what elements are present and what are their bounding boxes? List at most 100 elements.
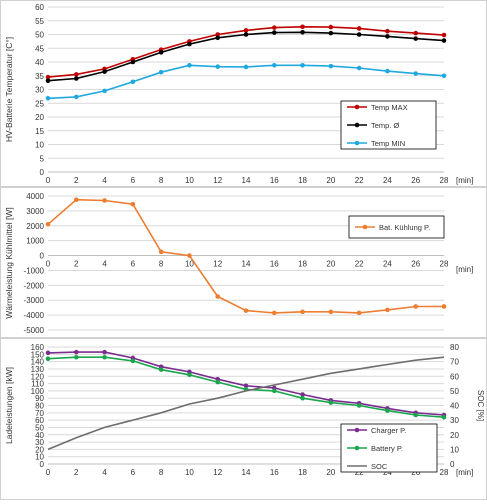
x-unit-label: [min] — [456, 176, 473, 185]
legend-label: SOC — [371, 462, 388, 471]
x-tick-label: 10 — [185, 176, 194, 185]
y-tick-label: 80 — [35, 402, 44, 411]
data-point — [413, 30, 419, 36]
x-tick-label: 6 — [131, 468, 136, 477]
y-tick-label: 50 — [35, 423, 44, 432]
x-tick-label: 26 — [411, 176, 420, 185]
x-tick-label: 10 — [185, 468, 194, 477]
chart-panel-cooling: -5000 -4000 -3000 -2000 -1000 0 1000 2000 3000 40… — [0, 187, 487, 338]
x-tick-label: 26 — [411, 468, 420, 477]
legend-marker — [354, 104, 360, 110]
x-tick-label: 2 — [74, 468, 79, 477]
data-point — [300, 309, 305, 315]
data-point — [215, 32, 221, 37]
data-point — [413, 71, 419, 76]
y-tick-label: 2000 — [26, 222, 44, 231]
y-tick-label: 60 — [35, 3, 44, 12]
data-point — [130, 201, 136, 207]
data-point — [243, 383, 249, 389]
y-tick-label: 0 — [40, 168, 45, 177]
y-tick-label: 50 — [35, 31, 44, 40]
y-tick-label: -3000 — [24, 296, 45, 305]
x-tick-label: 8 — [159, 176, 164, 185]
y-tick-label: 70 — [35, 409, 44, 418]
y-tick-label: 40 — [35, 58, 44, 67]
x-tick-label: 10 — [185, 260, 194, 269]
y-tick-label: 90 — [35, 394, 44, 403]
y-tick-label: 25 — [35, 99, 44, 108]
legend-label: Charger P. — [371, 426, 406, 435]
data-point — [215, 35, 221, 41]
data-point — [73, 354, 79, 360]
data-point — [130, 59, 136, 65]
data-point — [271, 25, 277, 30]
data-point — [45, 78, 51, 83]
y-axis-title: HV-Batterie Temperatur [C°] — [4, 37, 14, 142]
data-point — [356, 26, 362, 31]
x-tick-label: 24 — [383, 176, 392, 185]
data-point — [243, 28, 249, 33]
data-point — [187, 372, 192, 378]
data-point — [356, 65, 362, 71]
data-point — [328, 309, 334, 315]
data-point — [385, 28, 390, 34]
y-tick-label: 0 — [40, 252, 45, 261]
data-point — [300, 63, 305, 68]
y-tick-label: 140 — [31, 358, 45, 367]
y2-axis-title: SOC [%] — [476, 390, 485, 421]
data-point — [243, 64, 249, 70]
x-unit-label: [min] — [456, 265, 473, 274]
y-tick-label: 45 — [35, 44, 44, 53]
data-point — [215, 379, 221, 385]
y-tick-label: 3000 — [26, 207, 44, 216]
x-tick-label: 28 — [440, 468, 449, 477]
y-tick-label: 0 — [40, 460, 45, 469]
data-point — [271, 388, 277, 394]
x-tick-label: 18 — [298, 176, 307, 185]
data-point — [300, 392, 305, 397]
x-tick-label: 0 — [46, 468, 51, 477]
y2-tick-label: 30 — [450, 416, 459, 425]
x-tick-label: 8 — [159, 468, 164, 477]
x-tick-label: 28 — [440, 260, 449, 269]
data-point — [187, 253, 192, 258]
legend-marker — [354, 427, 360, 433]
x-tick-label: 22 — [355, 176, 364, 185]
data-point — [441, 73, 447, 79]
data-point — [441, 414, 447, 420]
legend-label: Bat. Kühlung P. — [379, 223, 430, 232]
y2-tick-label: 0 — [450, 460, 455, 469]
data-point — [73, 72, 79, 77]
data-point — [158, 367, 164, 372]
x-tick-label: 2 — [74, 260, 79, 269]
data-point — [73, 197, 79, 203]
y-tick-label: -2000 — [24, 281, 45, 290]
data-point — [441, 38, 447, 43]
x-tick-label: 20 — [326, 468, 335, 477]
x-tick-label: 12 — [213, 260, 222, 269]
data-point — [385, 307, 390, 313]
x-tick-label: 16 — [270, 176, 279, 185]
data-point — [441, 304, 447, 309]
data-point — [215, 64, 221, 69]
x-tick-label: 12 — [213, 176, 222, 185]
data-point — [243, 32, 249, 37]
data-point — [130, 79, 136, 85]
data-point — [102, 198, 107, 203]
data-point — [413, 36, 419, 41]
y-tick-label: -5000 — [24, 326, 45, 335]
data-point — [102, 354, 107, 360]
data-point — [385, 408, 390, 413]
x-tick-label: 14 — [242, 176, 251, 185]
y-tick-label: 20 — [35, 445, 44, 454]
data-point — [215, 294, 221, 299]
data-point — [45, 350, 51, 356]
x-tick-label: 24 — [383, 260, 392, 269]
y2-tick-label: 50 — [450, 387, 459, 396]
data-point — [328, 63, 334, 69]
legend-label: Battery P. — [371, 444, 403, 453]
y-tick-label: 150 — [31, 350, 45, 359]
data-point — [356, 310, 362, 316]
data-point — [328, 30, 334, 36]
x-tick-label: 4 — [102, 260, 107, 269]
